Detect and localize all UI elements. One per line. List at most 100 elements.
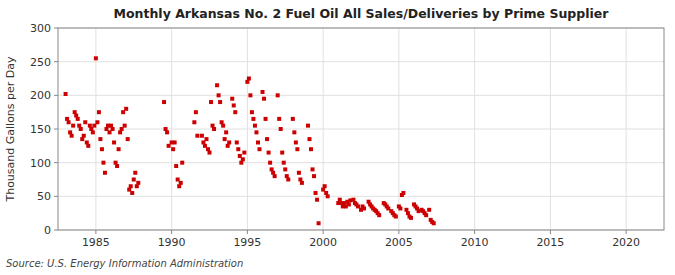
point — [162, 100, 166, 104]
point — [294, 140, 298, 144]
grid-line-x — [474, 28, 475, 230]
point — [204, 137, 208, 141]
point — [130, 191, 134, 195]
y-axis-label: Thousand Gallons per Day — [4, 56, 17, 203]
point — [71, 124, 75, 128]
grid-line-y — [58, 196, 664, 197]
grid-line-x — [398, 28, 399, 230]
point — [217, 93, 221, 97]
point — [292, 130, 296, 134]
grid-line-x — [323, 28, 324, 230]
point — [179, 181, 183, 185]
point — [377, 213, 381, 217]
point — [209, 100, 213, 104]
tick-y — [54, 162, 58, 163]
point — [315, 198, 319, 202]
tick-y — [54, 230, 58, 231]
point — [276, 93, 280, 97]
point — [98, 137, 102, 141]
point — [362, 206, 366, 210]
point — [295, 147, 299, 151]
point — [251, 117, 255, 121]
point — [91, 130, 95, 134]
point — [230, 97, 234, 101]
grid-line-y — [58, 61, 664, 62]
point — [401, 191, 405, 195]
point — [254, 130, 258, 134]
tick-x — [398, 230, 399, 234]
point — [323, 184, 327, 188]
point — [136, 181, 140, 185]
point — [257, 147, 261, 151]
chart: 0501001502002503001985199019952000200520… — [0, 0, 675, 275]
point — [70, 134, 74, 138]
point — [101, 161, 105, 165]
point — [227, 140, 231, 144]
point — [115, 164, 119, 168]
point — [265, 137, 269, 141]
point — [300, 181, 304, 185]
tick-x — [95, 230, 96, 234]
tick-label-y: 300 — [30, 22, 51, 35]
point — [180, 161, 184, 165]
point — [129, 184, 133, 188]
point — [247, 77, 251, 81]
point — [311, 167, 315, 171]
axes: 0501001502002503001985199019952000200520… — [30, 22, 640, 249]
tick-x — [247, 230, 248, 234]
point — [236, 147, 240, 151]
tick-label-y: 150 — [30, 123, 51, 136]
grid-line-x — [247, 28, 248, 230]
plot-frame — [58, 28, 664, 230]
point — [242, 151, 246, 155]
tick-x — [474, 230, 475, 234]
point — [394, 215, 398, 219]
tick-label-x: 1995 — [233, 236, 261, 249]
tick-y — [54, 129, 58, 130]
point — [173, 140, 177, 144]
point — [307, 137, 311, 141]
grid-line-y — [58, 95, 664, 96]
tick-y — [54, 28, 58, 29]
point — [241, 157, 245, 161]
grid-line-y — [58, 129, 664, 130]
tick-label-x: 2015 — [536, 236, 564, 249]
point — [398, 206, 402, 210]
point — [100, 147, 104, 151]
point — [111, 127, 115, 131]
point — [283, 167, 287, 171]
point — [224, 130, 228, 134]
tick-label-y: 50 — [37, 190, 51, 203]
tick-y — [54, 61, 58, 62]
tick-x — [626, 230, 627, 234]
point — [195, 134, 199, 138]
point — [133, 171, 137, 175]
point — [314, 191, 318, 195]
point — [124, 107, 128, 111]
point — [194, 110, 198, 114]
point — [215, 83, 219, 87]
point — [208, 151, 212, 155]
grid-line-x — [626, 28, 627, 230]
tick-label-y: 100 — [30, 157, 51, 170]
point — [218, 100, 222, 104]
point — [267, 151, 271, 155]
point — [221, 124, 225, 128]
point — [117, 147, 121, 151]
point — [103, 171, 107, 175]
point — [427, 208, 431, 212]
point — [248, 93, 252, 97]
point — [86, 144, 90, 148]
source-note: Source: U.S. Energy Information Administ… — [6, 258, 243, 269]
tick-label-x: 2020 — [612, 236, 640, 249]
point — [291, 117, 295, 121]
point — [233, 110, 237, 114]
tick-label-x: 2005 — [385, 236, 413, 249]
point — [79, 127, 83, 131]
point — [223, 137, 227, 141]
point — [286, 178, 290, 182]
point — [123, 124, 127, 128]
grid-line-x — [550, 28, 551, 230]
point — [277, 117, 281, 121]
point — [256, 140, 260, 144]
